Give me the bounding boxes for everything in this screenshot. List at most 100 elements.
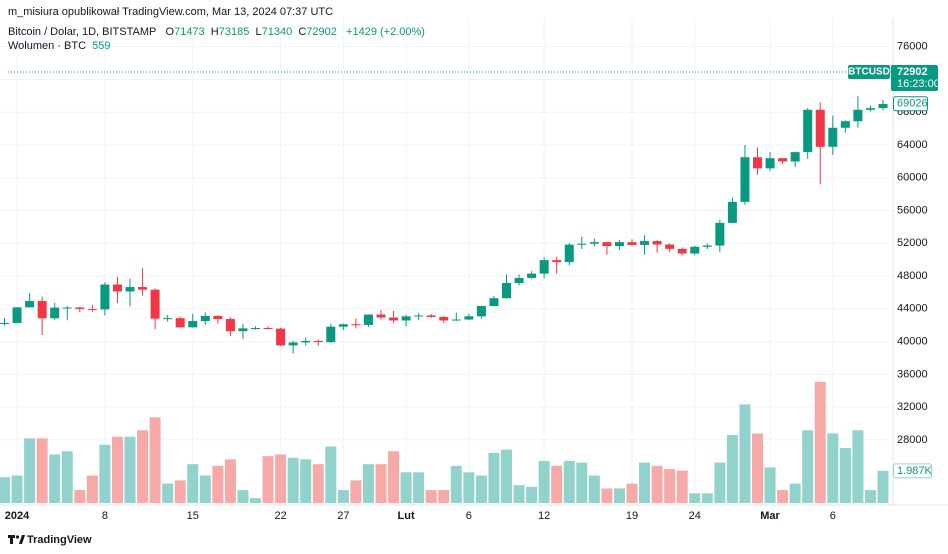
volume-bar	[99, 444, 111, 503]
volume-bar	[199, 475, 211, 503]
candle-body	[828, 127, 838, 147]
candle-body	[326, 326, 336, 343]
candle-body	[690, 246, 700, 254]
candle-body	[878, 104, 888, 109]
volume-bar	[526, 486, 538, 503]
volume-bar	[137, 430, 149, 503]
candle-body	[276, 328, 286, 346]
volume-bar	[513, 485, 525, 503]
candle-body	[677, 248, 687, 254]
candle-body	[301, 340, 311, 343]
volume-bar	[752, 433, 763, 503]
price-tag	[891, 65, 938, 92]
volume-bar	[777, 490, 789, 503]
candle-body	[665, 244, 675, 249]
ohlc-letter: C	[298, 26, 307, 38]
volume-bar	[300, 459, 312, 503]
volume-bar	[287, 457, 299, 503]
volume-bar	[802, 430, 814, 503]
y-tick-label: 40000	[897, 336, 928, 348]
candle-body	[75, 307, 85, 310]
y-tick-label: 28000	[897, 434, 928, 446]
candle-body	[577, 243, 587, 245]
candle-body	[614, 242, 624, 247]
volume-bar	[739, 404, 751, 503]
volume-bar	[877, 470, 889, 503]
price-marker-box	[893, 96, 928, 112]
candle-body	[564, 244, 574, 263]
volume-bars	[0, 381, 889, 503]
volume-bar	[864, 490, 876, 503]
volume-bar	[463, 472, 475, 503]
candle-body	[489, 298, 499, 307]
volume-bar	[375, 464, 387, 503]
volume-bar	[689, 493, 701, 503]
volume-label-box	[893, 463, 932, 479]
candle-body	[640, 241, 650, 245]
volume-bar	[839, 448, 851, 503]
candle-body	[702, 245, 712, 247]
candle-body	[188, 321, 198, 328]
candle-body	[426, 315, 436, 317]
x-tick-label: 8	[102, 510, 108, 522]
candle-body	[363, 314, 373, 325]
volume-bar	[814, 381, 826, 503]
volume-bar	[388, 451, 400, 503]
volume-bar	[0, 477, 10, 503]
volume-bar	[174, 480, 186, 503]
change: +1429 (+2.00%)	[346, 26, 425, 38]
y-tick-label: 64000	[897, 139, 928, 151]
x-tick-label: 19	[626, 510, 638, 522]
candle-body	[552, 260, 562, 263]
y-tick-label: 60000	[897, 172, 928, 184]
candle-body	[263, 328, 273, 330]
volume-bar	[262, 456, 274, 503]
candle-body	[765, 158, 775, 169]
volume-bar	[576, 462, 588, 503]
volume-bar	[11, 475, 23, 503]
candle-body	[514, 277, 524, 284]
x-tick-label: 6	[830, 510, 836, 522]
candle-body	[865, 108, 875, 110]
volume-bar	[224, 459, 236, 503]
volume-bar	[501, 449, 512, 503]
volume-bar	[789, 483, 801, 503]
volume-bar	[61, 451, 73, 503]
candle-body	[251, 328, 260, 330]
volume-bar	[275, 454, 287, 503]
volume-bar	[337, 490, 349, 503]
candle-body	[753, 157, 762, 169]
candle-body	[451, 319, 461, 321]
x-tick-label: 27	[337, 510, 349, 522]
volume-bar	[613, 488, 625, 503]
candle-body	[313, 340, 323, 343]
x-tick-label: 22	[274, 510, 286, 522]
volume-bar	[350, 480, 362, 503]
candle-body	[401, 316, 411, 321]
x-tick-label: 15	[187, 510, 199, 522]
volume-bar	[626, 483, 638, 503]
volume-bar	[86, 475, 98, 503]
candle-body	[288, 342, 298, 346]
ohlc-value: 73185	[218, 26, 250, 38]
candle-body	[175, 318, 185, 328]
volume-bar	[588, 475, 600, 503]
candle-body	[100, 284, 110, 310]
candle-body	[376, 314, 386, 318]
x-tick-label: Mar	[760, 510, 780, 522]
candle-body	[213, 315, 223, 319]
volume-bar	[24, 438, 36, 503]
ohlc-values: O71473 H73185 L71340 C72902	[166, 26, 343, 38]
candle-body	[12, 307, 22, 323]
candle-body	[840, 121, 850, 128]
candle-body	[414, 315, 424, 317]
y-tick-label: 56000	[897, 204, 928, 216]
y-tick-label: 76000	[897, 41, 928, 53]
volume-bar	[488, 452, 500, 503]
ohlc-letter: L	[255, 26, 262, 38]
ohlc-value: 71473	[174, 26, 205, 38]
price-tag-label: 72902	[897, 66, 928, 78]
tradingview-logo	[8, 535, 25, 544]
